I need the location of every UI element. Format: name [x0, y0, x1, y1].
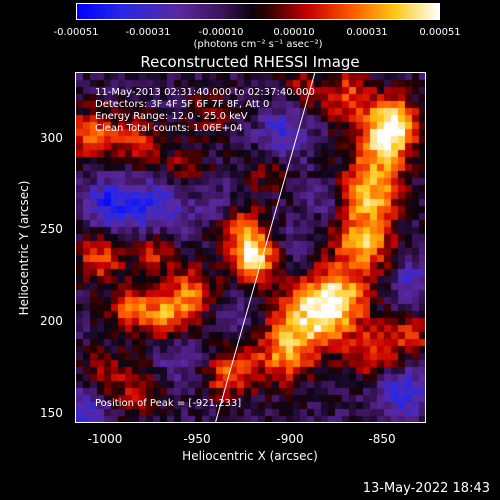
- annotation-peak-position: Position of Peak = [-921,233]: [95, 398, 242, 409]
- y-tick-label: 200: [40, 314, 63, 328]
- colorbar-tick-label: -0.00010: [198, 27, 244, 38]
- colorbar-units: (photons cm⁻² s⁻¹ asec⁻²): [193, 39, 323, 50]
- y-tick-label: 250: [40, 222, 63, 236]
- annotation-detectors: Detectors: 3F 4F 5F 6F 7F 8F, Att 0: [95, 99, 270, 110]
- x-tick-label: -1000: [87, 432, 123, 446]
- annotation-time-range: 11-May-2013 02:31:40.000 to 02:37:40.000: [95, 87, 315, 98]
- y-tick-label: 150: [40, 406, 63, 420]
- y-tick-label: 300: [40, 131, 63, 145]
- colorbar-tick-label: -0.00031: [125, 27, 171, 38]
- x-tick-label: -850: [368, 432, 396, 446]
- plot-overlay: [215, 73, 316, 422]
- annotation-total-counts: Clean Total counts: 1.06E+04: [95, 123, 243, 134]
- colorbar-tick-label: 0.00051: [419, 27, 461, 38]
- chart-title: Reconstructed RHESSI Image: [140, 53, 360, 71]
- colorbar: [76, 3, 440, 20]
- plot-area: 11-May-2013 02:31:40.000 to 02:37:40.000…: [75, 72, 426, 423]
- timestamp: 13-May-2022 18:43: [362, 481, 490, 496]
- heatmap-image: [76, 73, 425, 422]
- colorbar-tick-label: 0.00010: [273, 27, 315, 38]
- colorbar-tick-label: 0.00031: [346, 27, 388, 38]
- limb-line: [215, 73, 316, 422]
- x-axis-label: Heliocentric X (arcsec): [182, 449, 318, 463]
- x-tick-label: -950: [183, 432, 211, 446]
- colorbar-tick-label: -0.00051: [53, 27, 99, 38]
- annotation-energy-range: Energy Range: 12.0 - 25.0 keV: [95, 111, 248, 122]
- x-tick-label: -900: [276, 432, 304, 446]
- y-axis-label: Heliocentric Y (arcsec): [17, 180, 31, 316]
